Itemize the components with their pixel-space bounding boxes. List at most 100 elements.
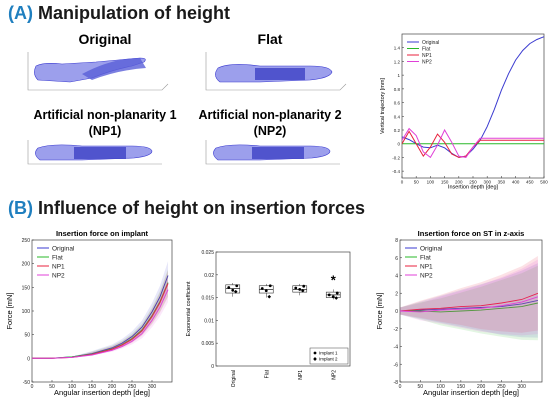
- st-band-np1: [400, 256, 538, 333]
- legend-label: NP1: [52, 263, 65, 270]
- plot-frame: [215, 251, 351, 367]
- legend-label: NP2: [420, 272, 433, 279]
- label-original: Original: [78, 31, 132, 47]
- y-tick-label: -0.2: [392, 155, 400, 160]
- x-tick-label: 250: [469, 180, 477, 185]
- section-a-letter: (A): [8, 3, 33, 23]
- y-tick-label: 4: [395, 274, 398, 280]
- model-np1-render: [27, 140, 162, 165]
- category-label: Original: [231, 370, 237, 387]
- point-implant1: [327, 293, 331, 297]
- x-tick-label: 150: [457, 384, 466, 390]
- y-tick-label: 1.4: [394, 46, 401, 51]
- section-b-letter: (B): [8, 198, 33, 218]
- section-b-heading: Influence of height on insertion forces: [38, 198, 366, 218]
- x-tick-label: 350: [498, 180, 506, 185]
- x-tick-label: 150: [441, 180, 449, 185]
- y-tick-label: 200: [22, 262, 31, 268]
- y-axis-label: Vertical trajectory [mm]: [380, 78, 386, 134]
- x-axis-label: Angular insertion depth [deg]: [423, 388, 519, 397]
- legend-label: Flat: [52, 254, 63, 261]
- y-axis-label: Exponential coefficient: [186, 281, 192, 336]
- section-a-title: (A) Manipulation of height: [8, 3, 230, 24]
- trajectory-line-np1: [401, 130, 544, 158]
- x-tick-label: 150: [88, 384, 97, 390]
- x-tick-label: 50: [414, 180, 420, 185]
- x-tick-label: 400: [512, 180, 520, 185]
- y-tick-label: 0.02: [204, 273, 214, 279]
- point-implant2: [334, 296, 339, 300]
- legend-label: NP2: [422, 59, 432, 65]
- x-tick-label: 450: [526, 180, 534, 185]
- trajectory-line-original: [401, 36, 545, 158]
- y-tick-label: 50: [24, 333, 30, 339]
- x-tick-label: 100: [68, 384, 77, 390]
- y-tick-label: 100: [22, 309, 31, 315]
- legend-marker-implant2: [313, 357, 317, 361]
- point-implant1: [331, 295, 335, 299]
- point-implant1: [260, 287, 264, 290]
- label-np1-line2: (NP1): [88, 124, 122, 138]
- legend-marker-implant1: [313, 351, 317, 355]
- point-implant1: [268, 284, 272, 288]
- y-tick-label: 0.015: [201, 296, 214, 302]
- model-original-render: [27, 52, 169, 91]
- point-implant2: [233, 289, 238, 294]
- point-implant1: [227, 286, 231, 289]
- point-implant1: [235, 284, 239, 288]
- x-tick-label: 300: [483, 180, 491, 185]
- category-label: NP1: [298, 370, 304, 380]
- force-st-chart: -8 -6 -4 -2 0 2 4 6 8 0 50 100 150 200 250 300 Insertion…: [375, 229, 543, 397]
- point-implant1: [264, 289, 268, 293]
- y-tick-label: 0.01: [204, 318, 214, 324]
- st-band-np2: [400, 259, 538, 336]
- x-tick-label: 100: [427, 180, 435, 185]
- model-flat-render: [205, 52, 347, 91]
- trajectory-line-np2: [401, 127, 544, 159]
- x-tick-label: 0: [31, 384, 34, 390]
- x-tick-label: 100: [436, 384, 445, 390]
- legend-label: Original: [420, 245, 443, 252]
- category-label: Flat: [264, 369, 270, 378]
- label-np1-line1: Artificial non-planarity 1: [33, 108, 177, 122]
- section-a-heading: Manipulation of height: [38, 3, 230, 23]
- legend-label: Flat: [422, 46, 431, 52]
- section-b-title: (B) Influence of height on insertion for…: [8, 198, 365, 219]
- model-original-axes: [27, 52, 169, 91]
- x-tick-label: 500: [540, 180, 548, 185]
- legend-label: NP2: [52, 272, 65, 279]
- point-implant1: [294, 286, 298, 290]
- y-tick-label: -50: [23, 380, 30, 386]
- x-tick-label: 250: [128, 384, 137, 390]
- label-flat: Flat: [257, 31, 283, 47]
- significance-marker: *: [331, 272, 337, 287]
- trajectory-chart: -0.4 -0.2 0 0.2 0.4 0.6 0.8 1 1.2 1.4 0 50 100 150 200…: [380, 33, 548, 190]
- legend-label: NP1: [420, 263, 433, 270]
- st-line-original: [399, 299, 538, 312]
- force-band-np1: [32, 270, 168, 359]
- model-np2-render: [205, 140, 340, 165]
- st-line-np1: [399, 292, 539, 312]
- st-line-np2: [399, 296, 539, 313]
- chart-title: Insertion force on ST in z-axis: [418, 229, 525, 238]
- y-tick-label: 1.2: [394, 59, 401, 64]
- y-axis-label: Force [mN]: [5, 292, 14, 329]
- force-line-np2: [32, 289, 169, 359]
- y-tick-label: 250: [22, 238, 31, 244]
- y-tick-label: 0.8: [394, 87, 401, 92]
- y-tick-label: 0: [397, 142, 400, 147]
- force-band-flat: [32, 269, 168, 359]
- y-tick-label: -8: [394, 380, 399, 386]
- y-tick-label: 0.005: [201, 341, 214, 347]
- y-tick-label: -0.4: [392, 169, 400, 174]
- force-band-np2: [32, 277, 168, 359]
- point-implant1: [302, 284, 306, 288]
- st-band-original: [400, 263, 538, 338]
- x-tick-label: 250: [497, 384, 506, 390]
- x-tick-label: 0: [399, 384, 402, 390]
- y-tick-label: 0.4: [394, 114, 401, 119]
- y-tick-label: 0: [395, 309, 398, 315]
- label-np2-line1: Artificial non-planarity 2: [198, 108, 342, 122]
- x-axis-label: Angular insertion depth [deg]: [54, 388, 150, 397]
- category-label: NP2: [331, 370, 337, 380]
